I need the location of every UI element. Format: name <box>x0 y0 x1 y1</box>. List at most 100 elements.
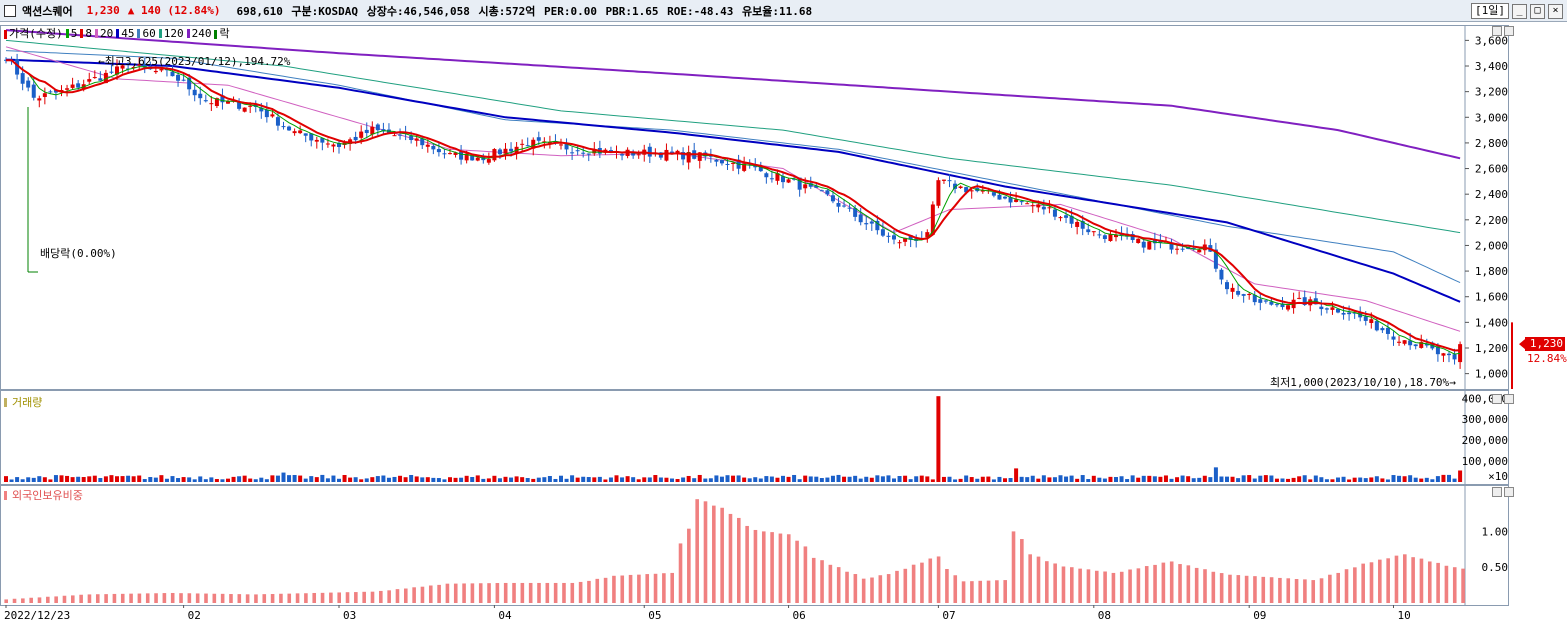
volume-bar <box>386 477 391 482</box>
legend-item-ma8[interactable]: 8 <box>80 27 92 40</box>
volume-bar <box>1419 478 1424 482</box>
volume-bar <box>1186 476 1191 482</box>
foreign-bar <box>670 572 674 603</box>
legend-item-ma240[interactable]: 240 <box>186 27 211 40</box>
foreign-bar <box>878 575 883 603</box>
panel-minimize-icon[interactable] <box>1492 394 1502 404</box>
foreign-bar <box>345 592 350 603</box>
volume-bar <box>1180 475 1185 482</box>
volume-bar <box>825 477 830 482</box>
candle-body <box>226 101 230 104</box>
volume-bar <box>764 476 769 482</box>
y-tick-label: 3,200 <box>1475 86 1508 99</box>
volume-bar <box>941 476 946 482</box>
y-tick-label: 1,000 <box>1475 368 1508 381</box>
period-selector[interactable]: [1일] <box>1471 3 1509 19</box>
volume-bar <box>481 478 486 482</box>
volume-bar <box>314 477 319 482</box>
volume-bar <box>1280 478 1285 482</box>
volume-legend[interactable]: 거래량 <box>4 394 42 410</box>
candle-body <box>292 131 297 134</box>
candle-body <box>70 84 75 88</box>
volume-bar <box>398 475 403 482</box>
legend-item-ma120[interactable]: 120 <box>158 27 184 40</box>
volume-bar <box>758 478 763 482</box>
maximize-button[interactable]: □ <box>1530 3 1545 19</box>
x-tick-label: 2022/12/23 <box>4 609 70 622</box>
foreign-bar <box>187 593 192 603</box>
foreign-bar <box>1336 572 1340 603</box>
candle-body <box>830 195 835 202</box>
candle-body <box>448 153 452 155</box>
volume-bar <box>287 475 292 482</box>
legend-item-ma60[interactable]: 60 <box>137 27 156 40</box>
foreign-bar <box>662 573 666 603</box>
candle-body <box>864 223 869 225</box>
foreign-legend[interactable]: 외국인보유비중 <box>4 487 83 503</box>
volume-bar <box>298 475 303 482</box>
candle-body <box>930 204 935 235</box>
volume-bar <box>214 479 219 482</box>
panel-frame <box>0 25 1509 390</box>
volume-bar <box>603 479 608 482</box>
foreign-bar <box>653 573 658 603</box>
panel-close-icon[interactable] <box>1504 26 1514 36</box>
candle-body <box>681 152 686 160</box>
legend-item-ma5[interactable]: 5 <box>65 27 77 40</box>
legend-item-dividend[interactable]: 락 <box>214 25 230 41</box>
panel-minimize-icon[interactable] <box>1492 487 1502 497</box>
legend-item-price[interactable]: 가격(수정) <box>4 25 63 41</box>
volume-bar <box>575 477 580 482</box>
minimize-button[interactable]: _ <box>1512 3 1527 19</box>
volume-bar <box>220 479 225 482</box>
candle-body <box>631 152 636 156</box>
volume-bar <box>381 475 386 482</box>
volume-bar <box>1447 474 1451 482</box>
volume-bar <box>337 478 341 482</box>
foreign-bar <box>379 590 383 603</box>
candle-body <box>1069 215 1074 224</box>
candle-body <box>1075 221 1080 227</box>
volume-bar <box>1058 475 1063 482</box>
foreign-bar <box>1053 563 1057 603</box>
select-checkbox[interactable] <box>4 4 16 17</box>
candle-body <box>486 159 491 163</box>
ma240-line <box>5 29 1461 160</box>
volume-bar <box>1247 475 1252 482</box>
stock-chart[interactable]: 1,000 1,200 1,400 1,600 1,800 2,000 2,200 2,400… <box>0 22 1567 630</box>
candle-body <box>936 180 941 206</box>
panel-close-icon[interactable] <box>1504 487 1514 497</box>
candle-body <box>92 77 97 79</box>
candle-body <box>309 133 314 141</box>
legend-item-ma45[interactable]: 45 <box>116 27 134 40</box>
volume-bar <box>164 478 169 482</box>
volume-bar <box>697 474 702 482</box>
legend-item-ma20[interactable]: 20 <box>94 27 113 40</box>
close-button[interactable]: × <box>1548 3 1563 19</box>
volume-unit-label: ×10 <box>1488 470 1508 483</box>
volume-bar <box>442 479 447 482</box>
candle-body <box>786 179 791 183</box>
candle-body <box>436 149 441 153</box>
volume-bar <box>325 478 330 482</box>
candle-body <box>1225 282 1229 290</box>
volume-bar <box>1302 475 1307 482</box>
foreign-bar <box>1111 572 1116 603</box>
foreign-bar <box>420 586 425 603</box>
candle-body <box>209 103 214 105</box>
volume-bar <box>747 478 752 482</box>
candle-body <box>581 152 586 154</box>
foreign-bar <box>803 546 808 603</box>
foreign-bar <box>1261 576 1266 603</box>
panel-close-icon[interactable] <box>1504 394 1514 404</box>
foreign-bar <box>129 593 133 603</box>
volume-bar <box>414 476 419 482</box>
candle-body <box>1141 241 1146 248</box>
foreign-bar <box>87 594 92 603</box>
volume-bar <box>1319 477 1324 482</box>
foreign-bar <box>1103 571 1107 603</box>
window-controls: [1일] _ □ × <box>1471 3 1563 19</box>
panel-minimize-icon[interactable] <box>1492 26 1502 36</box>
volume-bar <box>115 476 119 482</box>
volume-bar <box>864 476 869 482</box>
